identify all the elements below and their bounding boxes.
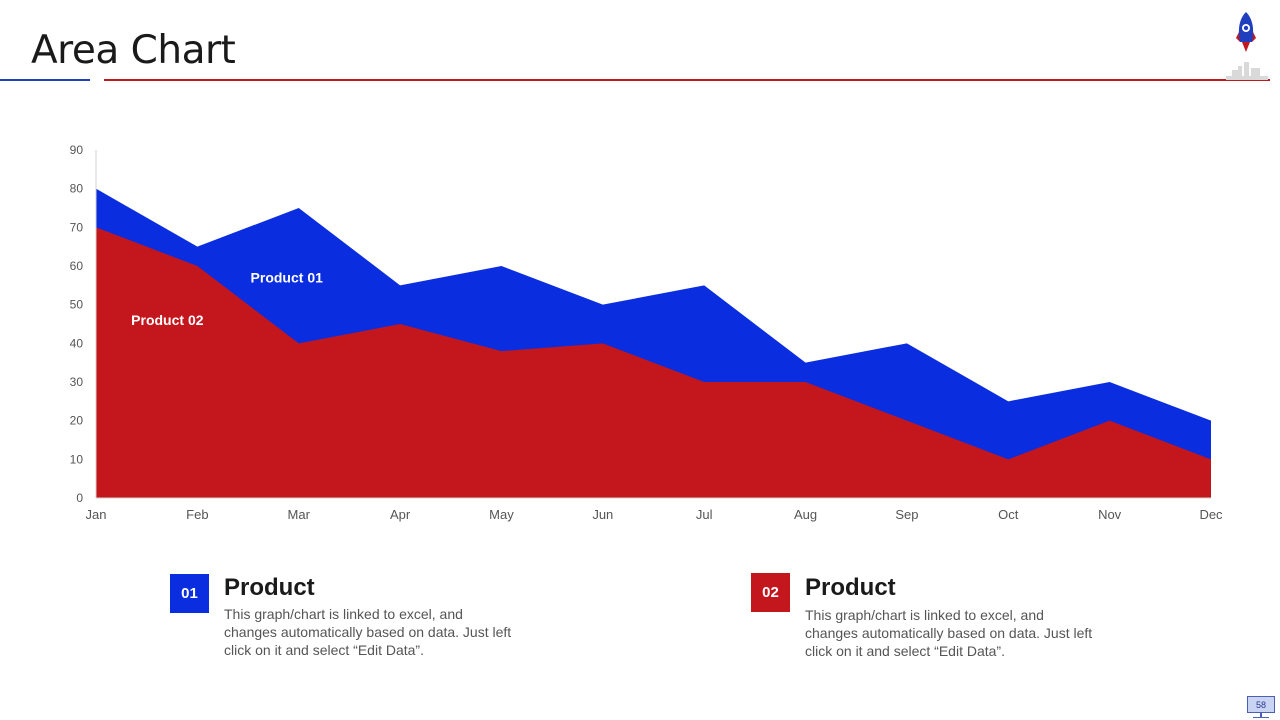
legend-badge-02: 02 (751, 573, 790, 612)
x-tick-label-dec: Dec (1199, 507, 1223, 522)
page-number-stand (1260, 713, 1262, 718)
x-tick-label-jun: Jun (592, 507, 613, 522)
title-underline-blue (0, 79, 90, 81)
series-label-product-02: Product 02 (131, 312, 204, 328)
page-number: 58 (1247, 696, 1275, 713)
x-tick-label-feb: Feb (186, 507, 208, 522)
y-tick-label-0: 0 (76, 491, 83, 505)
series-label-product-01: Product 01 (251, 270, 324, 286)
y-tick-label-70: 70 (70, 220, 84, 234)
x-tick-label-may: May (489, 507, 514, 522)
legend-text-01: This graph/chart is linked to excel, and… (224, 606, 512, 658)
y-tick-label-40: 40 (70, 336, 84, 350)
y-tick-label-60: 60 (70, 259, 84, 273)
x-tick-label-apr: Apr (390, 507, 411, 522)
rocket-icon (1226, 12, 1268, 80)
page-number-base (1253, 717, 1269, 718)
x-tick-label-jan: Jan (86, 507, 107, 522)
y-tick-label-50: 50 (70, 298, 84, 312)
legend-text-02: This graph/chart is linked to excel, and… (805, 607, 1093, 659)
x-tick-label-oct: Oct (998, 507, 1019, 522)
title-underline-red (104, 79, 1270, 81)
y-tick-label-10: 10 (70, 452, 84, 466)
x-tick-label-sep: Sep (895, 507, 918, 522)
x-tick-label-aug: Aug (794, 507, 817, 522)
legend-title-02: Product (805, 574, 896, 601)
y-tick-label-20: 20 (70, 414, 84, 428)
y-tick-label-80: 80 (70, 182, 84, 196)
legend-badge-01: 01 (170, 574, 209, 613)
area-product-02 (96, 227, 1211, 498)
area-chart: 0 10 20 30 40 50 60 70 80 90 Jan Feb Mar Apr May Jun Jul… (70, 143, 1223, 522)
y-tick-label-30: 30 (70, 375, 84, 389)
legend-title-01: Product (224, 574, 315, 601)
x-tick-label-nov: Nov (1098, 507, 1122, 522)
y-tick-label-90: 90 (70, 143, 84, 157)
slide-title: Area Chart (31, 28, 236, 73)
x-tick-label-jul: Jul (696, 507, 713, 522)
x-tick-label-mar: Mar (288, 507, 311, 522)
